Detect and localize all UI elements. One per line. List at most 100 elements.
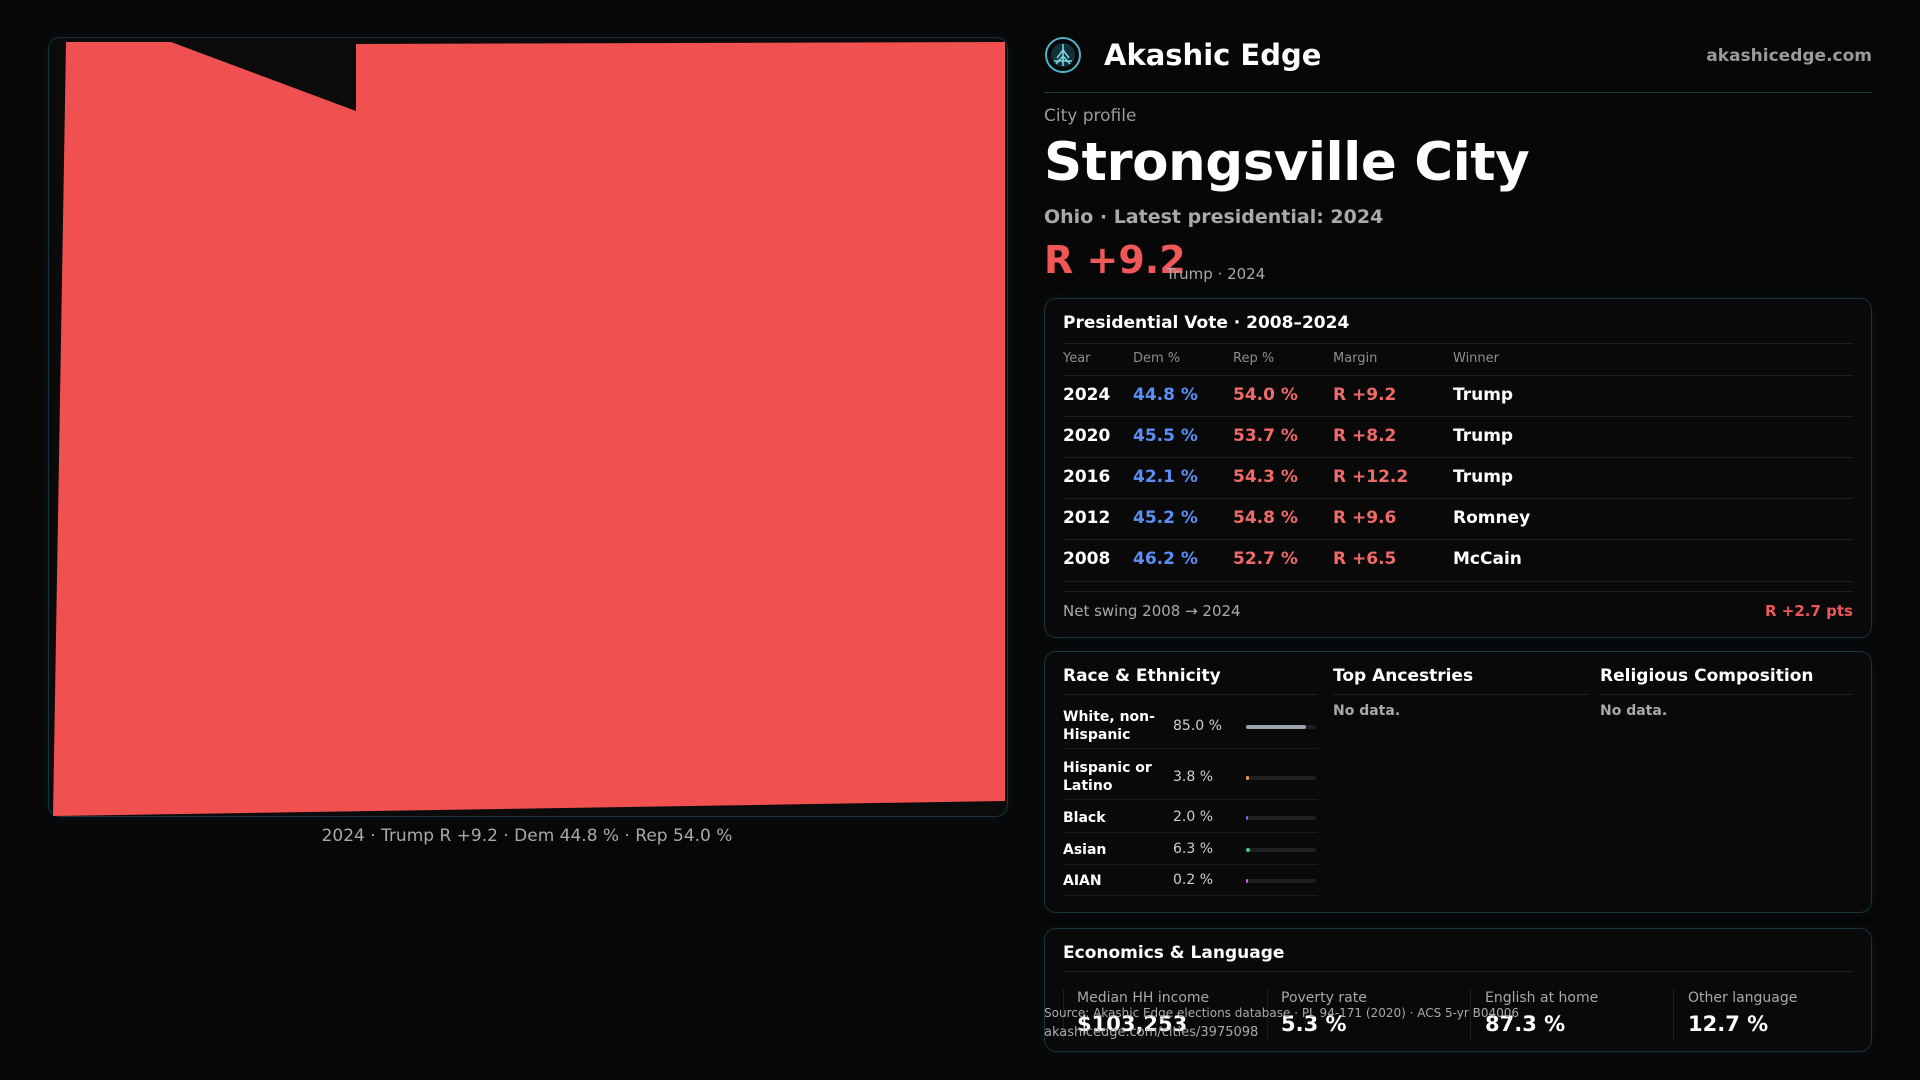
stat-label: Poverty rate [1281,990,1367,1006]
divider [1063,989,1064,1041]
presidential-vote-card: Presidential Vote · 2008–2024 Year Dem %… [1044,298,1872,638]
divider [1063,832,1318,833]
row-rep: 54.3 % [1233,467,1298,487]
divider [1063,498,1853,499]
headline-note: Trump · 2024 [1166,265,1266,283]
row-dem: 44.8 % [1133,385,1198,405]
top-ancestries-title: Top Ancestries [1333,666,1474,686]
stat-value: $103,253 [1077,1012,1188,1036]
race-value: 2.0 % [1173,809,1214,825]
race-bar [1246,816,1316,820]
row-margin: R +9.2 [1333,385,1397,405]
row-rep: 52.7 % [1233,549,1298,569]
race-value: 85.0 % [1173,718,1222,734]
brand-name: Akashic Edge [1104,38,1322,72]
column-header-margin: Margin [1333,351,1378,366]
race-value: 0.2 % [1173,872,1214,888]
city-boundary-shape[interactable] [53,42,1005,816]
row-winner: McCain [1453,549,1522,569]
race-bar [1246,776,1316,780]
divider [1063,694,1318,695]
race-bar [1246,879,1316,883]
divider [1063,591,1853,592]
column-header-dem: Dem % [1133,351,1181,366]
religion-empty: No data. [1600,703,1668,719]
race-bar-fill [1246,848,1250,852]
brand-url[interactable]: akashicedge.com [1706,46,1872,66]
divider [1063,343,1853,344]
column-header-year: Year [1063,351,1091,366]
economics-card-title: Economics & Language [1063,943,1285,963]
race-label: AIAN [1063,873,1102,889]
divider [1333,694,1588,695]
map-caption: 2024 · Trump R +9.2 · Dem 44.8 % · Rep 5… [321,826,733,846]
column-header-rep: Rep % [1233,351,1275,366]
divider [1063,539,1853,540]
stat-value: 12.7 % [1688,1012,1769,1036]
presidential-card-title: Presidential Vote · 2008–2024 [1063,313,1350,333]
page-title: Strongsville City [1044,132,1530,193]
race-bar-fill [1246,879,1248,883]
stat-value: 5.3 % [1281,1012,1347,1036]
economics-card: Economics & Language Median HH income $1… [1044,928,1872,1052]
divider [1063,375,1853,376]
race-label: Black [1063,810,1106,826]
divider [1063,748,1318,749]
race-bar-fill [1246,776,1249,780]
net-swing-label: Net swing 2008 → 2024 [1063,602,1241,620]
stat-value: 87.3 % [1485,1012,1566,1036]
column-header-winner: Winner [1453,351,1500,366]
headline-margin: R +9.2 [1044,238,1186,282]
race-value: 6.3 % [1173,841,1214,857]
divider [1063,895,1318,896]
row-year: 2024 [1063,385,1111,405]
divider [1470,989,1471,1041]
row-margin: R +12.2 [1333,467,1409,487]
race-bar-fill [1246,816,1248,820]
row-rep: 54.8 % [1233,508,1298,528]
row-year: 2012 [1063,508,1111,528]
race-label: White, non-Hispanic [1063,709,1155,743]
divider [1267,989,1268,1041]
row-dem: 45.2 % [1133,508,1198,528]
row-margin: R +9.6 [1333,508,1397,528]
stat-label: Median HH income [1077,990,1210,1006]
row-dem: 42.1 % [1133,467,1198,487]
row-winner: Trump [1453,385,1514,405]
race-bar [1246,848,1316,852]
religious-composition-title: Religious Composition [1600,666,1814,686]
row-dem: 45.5 % [1133,426,1198,446]
divider [1063,581,1853,582]
divider [1063,971,1853,972]
row-rep: 53.7 % [1233,426,1298,446]
profile-kicker: City profile [1044,106,1137,126]
demographics-card: Race & Ethnicity White, non-Hispanic 85.… [1044,651,1872,913]
page-subtitle: Ohio · Latest presidential: 2024 [1044,206,1384,228]
source-note: Source: Akashic Edge elections database … [1044,1006,1520,1020]
city-boundary-map [53,42,1005,816]
divider [1063,864,1318,865]
tree-globe-icon [1045,37,1081,73]
race-bar-fill [1246,725,1306,729]
row-winner: Trump [1453,467,1514,487]
divider [1063,799,1318,800]
net-swing-value: R +2.7 pts [1765,602,1853,620]
row-dem: 46.2 % [1133,549,1198,569]
row-year: 2008 [1063,549,1111,569]
row-year: 2020 [1063,426,1111,446]
brand-header: Akashic Edge akashicedge.com [1044,36,1872,93]
ancestries-empty: No data. [1333,703,1401,719]
city-map[interactable] [48,37,1008,817]
row-rep: 54.0 % [1233,385,1298,405]
race-bar [1246,725,1316,729]
race-value: 3.8 % [1173,769,1214,785]
row-winner: Romney [1453,508,1531,528]
row-margin: R +8.2 [1333,426,1397,446]
stat-label: English at home [1485,990,1599,1006]
page-url[interactable]: akashicedge.com/cities/3975098 [1044,1025,1259,1040]
row-winner: Trump [1453,426,1514,446]
stat-label: Other language [1688,990,1798,1006]
divider [1600,694,1853,695]
race-ethnicity-title: Race & Ethnicity [1063,666,1221,686]
race-label: Hispanic or Latino [1063,760,1152,794]
